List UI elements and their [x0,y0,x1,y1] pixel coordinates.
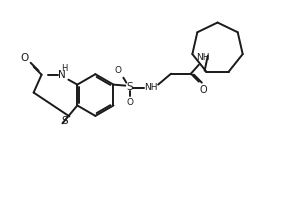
Text: O: O [21,53,29,63]
Text: S: S [61,116,68,126]
Text: O: O [115,66,122,75]
Text: H: H [61,64,68,73]
Text: NH: NH [144,83,158,92]
Text: O: O [127,98,134,107]
Text: O: O [200,85,208,95]
Text: S: S [126,82,133,92]
Text: N: N [58,70,65,80]
Text: NH: NH [196,53,210,62]
